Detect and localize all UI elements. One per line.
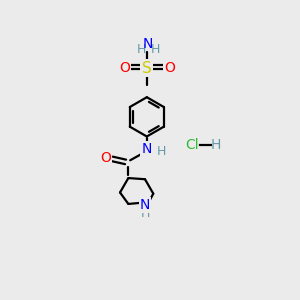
Text: H: H [140,207,150,220]
Text: Cl: Cl [186,138,200,152]
Text: H: H [211,138,221,152]
Text: O: O [100,152,111,165]
Text: O: O [164,61,175,75]
Text: N: N [141,142,152,156]
Text: H: H [157,145,166,158]
Text: H: H [151,43,160,56]
Text: S: S [142,61,152,76]
Text: H: H [136,43,146,56]
Text: N: N [140,198,150,212]
Text: N: N [143,37,153,51]
Text: O: O [119,61,130,75]
